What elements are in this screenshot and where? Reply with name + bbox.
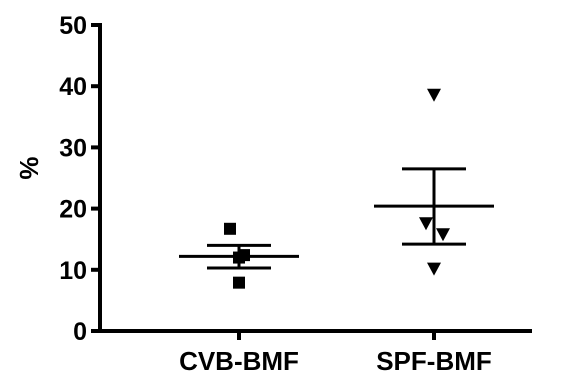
data-point	[224, 222, 236, 235]
series-cvb-bmf	[179, 222, 299, 289]
data-point	[436, 228, 450, 242]
y-axis-ticks: 0 10 20 30 40 50	[59, 12, 100, 346]
x-category-label: CVB-BMF	[179, 346, 299, 376]
x-axis-labels: CVB-BMF SPF-BMF	[179, 331, 492, 376]
x-category-label: SPF-BMF	[376, 346, 492, 376]
data-point	[233, 276, 245, 289]
y-tick-label: 0	[73, 318, 87, 346]
y-tick-label: 50	[59, 12, 87, 40]
data-point	[427, 88, 441, 102]
data-marks	[179, 88, 494, 289]
data-point	[233, 251, 245, 264]
y-tick-label: 40	[59, 73, 87, 101]
axes	[98, 23, 532, 333]
data-point	[419, 217, 433, 231]
y-axis-title: %	[14, 156, 44, 179]
y-tick-label: 20	[59, 196, 87, 224]
data-point	[427, 262, 441, 276]
y-tick-label: 30	[59, 134, 87, 162]
series-spf-bmf	[374, 88, 494, 276]
y-tick-label: 10	[59, 257, 87, 285]
